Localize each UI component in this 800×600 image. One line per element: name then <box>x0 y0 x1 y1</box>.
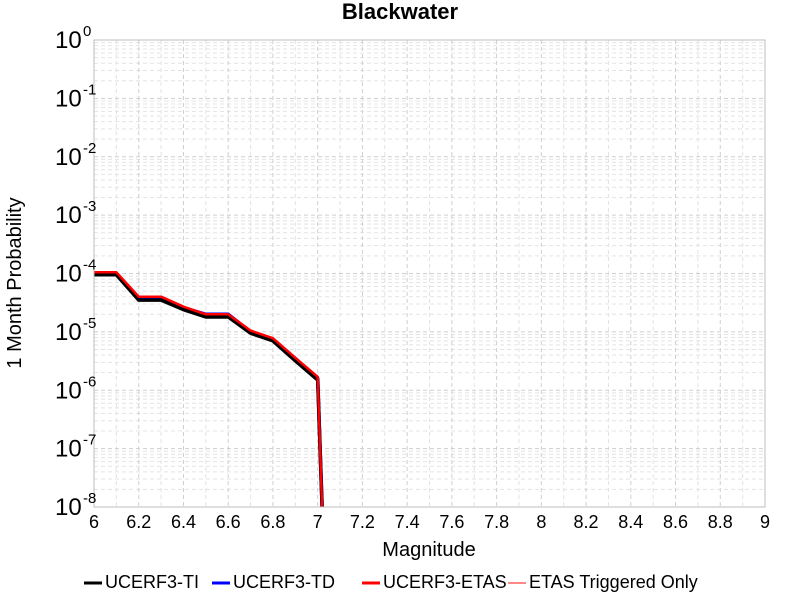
x-tick-label: 7.6 <box>439 512 464 532</box>
x-axis-ticks: 6 6.2 6.4 6.6 6.8 7 7.2 7.4 7.6 7.8 8 8.2 8.4 8.6 8.8 9 <box>89 512 770 532</box>
x-tick-label: 7 <box>313 512 323 532</box>
series-layer <box>94 271 324 508</box>
y-tick-base: 10 <box>55 319 82 346</box>
x-tick-label: 7.8 <box>484 512 509 532</box>
x-axis-label: Magnitude <box>382 539 475 561</box>
legend-item-ucerf3-etas: UCERF3-ETAS <box>362 572 507 592</box>
legend-item-ucerf3-ti: UCERF3-TI <box>84 572 199 592</box>
y-tick-exponent: -2 <box>83 140 96 157</box>
y-tick-exponent: -5 <box>83 315 96 332</box>
y-tick-base: 10 <box>55 85 82 112</box>
y-tick-exponent: -3 <box>83 198 96 215</box>
y-tick-base: 10 <box>55 261 82 288</box>
y-tick-exponent: -4 <box>83 257 96 274</box>
x-tick-label: 6.4 <box>171 512 196 532</box>
y-tick-label: 10 -1 <box>55 81 96 112</box>
x-tick-label: 8.8 <box>708 512 733 532</box>
x-tick-label: 9 <box>760 512 770 532</box>
legend-label: UCERF3-TD <box>233 572 335 592</box>
legend-item-etas-triggered-only: ETAS Triggered Only <box>508 572 698 592</box>
y-tick-exponent: -7 <box>83 432 96 449</box>
y-tick-label: 10 -3 <box>55 198 96 229</box>
y-tick-base: 10 <box>55 202 82 229</box>
x-tick-label: 7.4 <box>395 512 420 532</box>
x-tick-label: 8.6 <box>663 512 688 532</box>
x-tick-label: 6.8 <box>260 512 285 532</box>
x-tick-label: 6.6 <box>216 512 241 532</box>
x-tick-label: 6 <box>89 512 99 532</box>
y-tick-label: 10 -8 <box>55 490 96 521</box>
y-tick-base: 10 <box>55 27 82 54</box>
y-tick-base: 10 <box>55 144 82 171</box>
y-tick-label: 10 0 <box>55 23 91 54</box>
y-tick-label: 10 -5 <box>55 315 96 346</box>
x-tick-label: 8.4 <box>618 512 643 532</box>
plot-frame <box>93 39 766 508</box>
x-tick-label: 6.2 <box>126 512 151 532</box>
y-tick-label: 10 -2 <box>55 140 96 171</box>
y-tick-exponent: -8 <box>83 490 96 507</box>
y-tick-exponent: 0 <box>83 23 91 40</box>
x-tick-label: 7.2 <box>350 512 375 532</box>
legend-label: UCERF3-ETAS <box>383 572 507 592</box>
legend-item-ucerf3-td: UCERF3-TD <box>212 572 335 592</box>
y-tick-label: 10 -6 <box>55 373 96 404</box>
y-axis-label: 1 Month Probability <box>4 197 26 368</box>
series-line-ucerf3-ti <box>94 273 324 508</box>
y-tick-label: 10 -4 <box>55 257 96 288</box>
y-tick-exponent: -6 <box>83 373 96 390</box>
y-tick-label: 10 -7 <box>55 432 96 463</box>
y-tick-base: 10 <box>55 436 82 463</box>
y-tick-exponent: -1 <box>83 81 96 98</box>
series-line-ucerf3-etas <box>94 271 324 508</box>
y-tick-base: 10 <box>55 377 82 404</box>
x-tick-label: 8.2 <box>574 512 599 532</box>
legend-label: ETAS Triggered Only <box>529 572 698 592</box>
legend-label: UCERF3-TI <box>105 572 199 592</box>
x-tick-label: 8 <box>536 512 546 532</box>
chart-title: Blackwater <box>342 0 459 24</box>
legend: UCERF3-TI UCERF3-TD UCERF3-ETAS ETAS Trigge… <box>84 572 698 592</box>
y-tick-base: 10 <box>55 494 82 521</box>
